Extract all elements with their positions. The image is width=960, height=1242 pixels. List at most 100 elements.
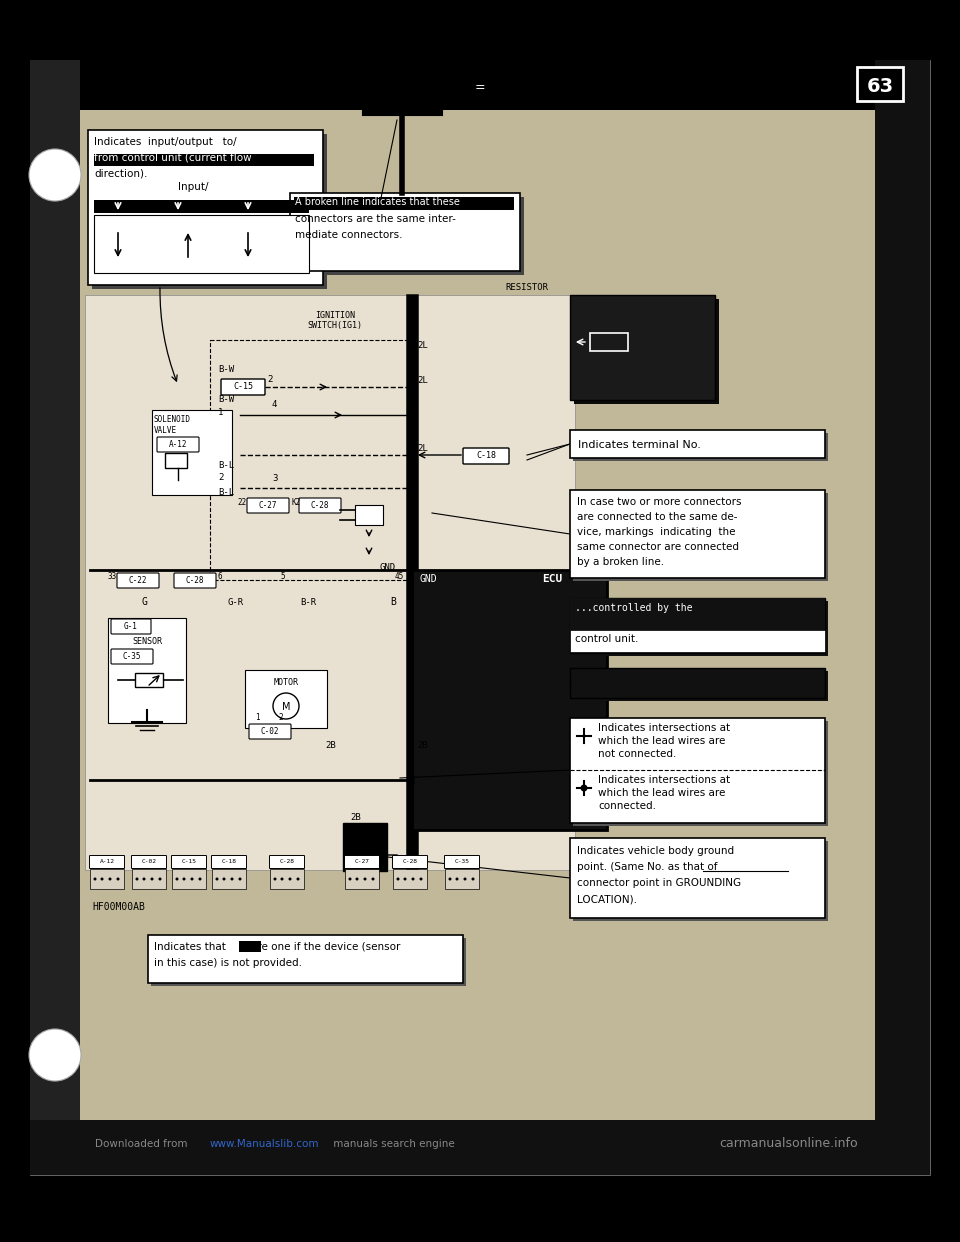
Text: carmanualsonline.info: carmanualsonline.info (719, 1136, 858, 1150)
Text: VALVE: VALVE (154, 426, 178, 435)
Circle shape (348, 878, 351, 881)
Text: ...controlled by the: ...controlled by the (575, 604, 692, 614)
Text: C-28: C-28 (185, 576, 204, 585)
Circle shape (108, 878, 111, 881)
Text: control unit.: control unit. (575, 633, 638, 645)
Circle shape (581, 785, 588, 791)
Text: A broken line indicates that these: A broken line indicates that these (295, 197, 460, 207)
Circle shape (215, 878, 219, 881)
Circle shape (403, 878, 406, 881)
Text: B: B (390, 597, 396, 607)
FancyBboxPatch shape (174, 573, 216, 587)
Bar (152, 410, 232, 496)
Text: In case two or more connectors: In case two or more connectors (577, 497, 741, 507)
Bar (573, 493, 828, 581)
Bar (570, 430, 825, 458)
Bar (393, 869, 427, 889)
Text: 2B: 2B (417, 741, 428, 750)
Text: www.Manualslib.com: www.Manualslib.com (210, 1139, 320, 1149)
Text: SWITCH(IG1): SWITCH(IG1) (307, 320, 363, 330)
Text: 2L: 2L (417, 443, 428, 453)
FancyBboxPatch shape (393, 856, 427, 868)
Bar (85, 296, 575, 869)
Circle shape (93, 878, 97, 881)
FancyBboxPatch shape (132, 856, 166, 868)
FancyBboxPatch shape (345, 856, 379, 868)
Bar (151, 938, 466, 986)
FancyBboxPatch shape (172, 856, 206, 868)
Bar (132, 869, 166, 889)
Text: A-12: A-12 (169, 440, 187, 450)
Bar (570, 668, 825, 698)
Text: Input/: Input/ (178, 183, 208, 193)
Text: C-15: C-15 (181, 859, 197, 864)
Circle shape (448, 878, 451, 881)
Text: B-L: B-L (218, 461, 234, 469)
Bar (445, 869, 479, 889)
Text: vice, markings  indicating  the: vice, markings indicating the (577, 527, 735, 537)
Text: RESISTOR: RESISTOR (505, 283, 548, 292)
Circle shape (420, 878, 422, 881)
Bar (345, 869, 379, 889)
Bar (239, 941, 261, 953)
Bar (30, 60, 930, 111)
Text: mediate connectors.: mediate connectors. (295, 230, 402, 240)
FancyBboxPatch shape (111, 619, 151, 633)
Text: B-W: B-W (218, 365, 234, 374)
Text: Indicates intersections at: Indicates intersections at (598, 723, 731, 733)
FancyBboxPatch shape (299, 498, 341, 513)
Bar (94, 215, 309, 273)
Circle shape (464, 878, 467, 881)
Text: K2: K2 (291, 498, 300, 507)
Bar (172, 869, 206, 889)
Text: Downloaded from: Downloaded from (95, 1139, 191, 1149)
Text: M: M (281, 702, 290, 712)
Text: MOTOR: MOTOR (274, 678, 299, 687)
Text: 2: 2 (218, 473, 224, 482)
Bar (294, 197, 524, 274)
Text: Indicates terminal No.: Indicates terminal No. (578, 440, 701, 450)
Text: direction).: direction). (94, 169, 148, 179)
FancyBboxPatch shape (857, 67, 903, 101)
Bar (570, 718, 825, 823)
Text: G-R: G-R (228, 597, 244, 607)
Text: 2L: 2L (417, 376, 428, 385)
Bar (88, 130, 323, 284)
FancyBboxPatch shape (463, 448, 509, 465)
Text: HF00M00AB: HF00M00AB (92, 902, 145, 912)
Text: connected.: connected. (598, 801, 656, 811)
Text: IGNITION: IGNITION (315, 310, 355, 320)
Text: by a broken line.: by a broken line. (577, 556, 664, 568)
Bar (165, 453, 187, 468)
Bar (94, 154, 314, 166)
Circle shape (176, 878, 179, 881)
Text: C-02: C-02 (261, 727, 279, 737)
Circle shape (182, 878, 185, 881)
Circle shape (116, 878, 119, 881)
Bar (90, 869, 124, 889)
Circle shape (101, 878, 104, 881)
Text: 33: 33 (107, 573, 116, 581)
Bar (212, 869, 246, 889)
Text: point. (Same No. as that of: point. (Same No. as that of (577, 862, 717, 872)
Circle shape (142, 878, 146, 881)
Circle shape (412, 878, 415, 881)
Bar (355, 505, 383, 525)
Circle shape (297, 878, 300, 881)
Text: which the lead wires are: which the lead wires are (598, 737, 726, 746)
Text: Indicates intersections at: Indicates intersections at (598, 775, 731, 785)
Bar (570, 597, 825, 653)
Bar (30, 60, 80, 1175)
FancyBboxPatch shape (211, 856, 247, 868)
Text: C-35: C-35 (454, 859, 469, 864)
Circle shape (289, 878, 292, 881)
Bar (30, 60, 930, 1175)
Circle shape (280, 878, 283, 881)
Bar (30, 1120, 930, 1175)
FancyBboxPatch shape (111, 650, 153, 664)
Bar (210, 340, 415, 580)
Text: 1: 1 (218, 409, 224, 417)
Circle shape (455, 878, 459, 881)
FancyBboxPatch shape (157, 437, 199, 452)
Bar (245, 669, 327, 728)
